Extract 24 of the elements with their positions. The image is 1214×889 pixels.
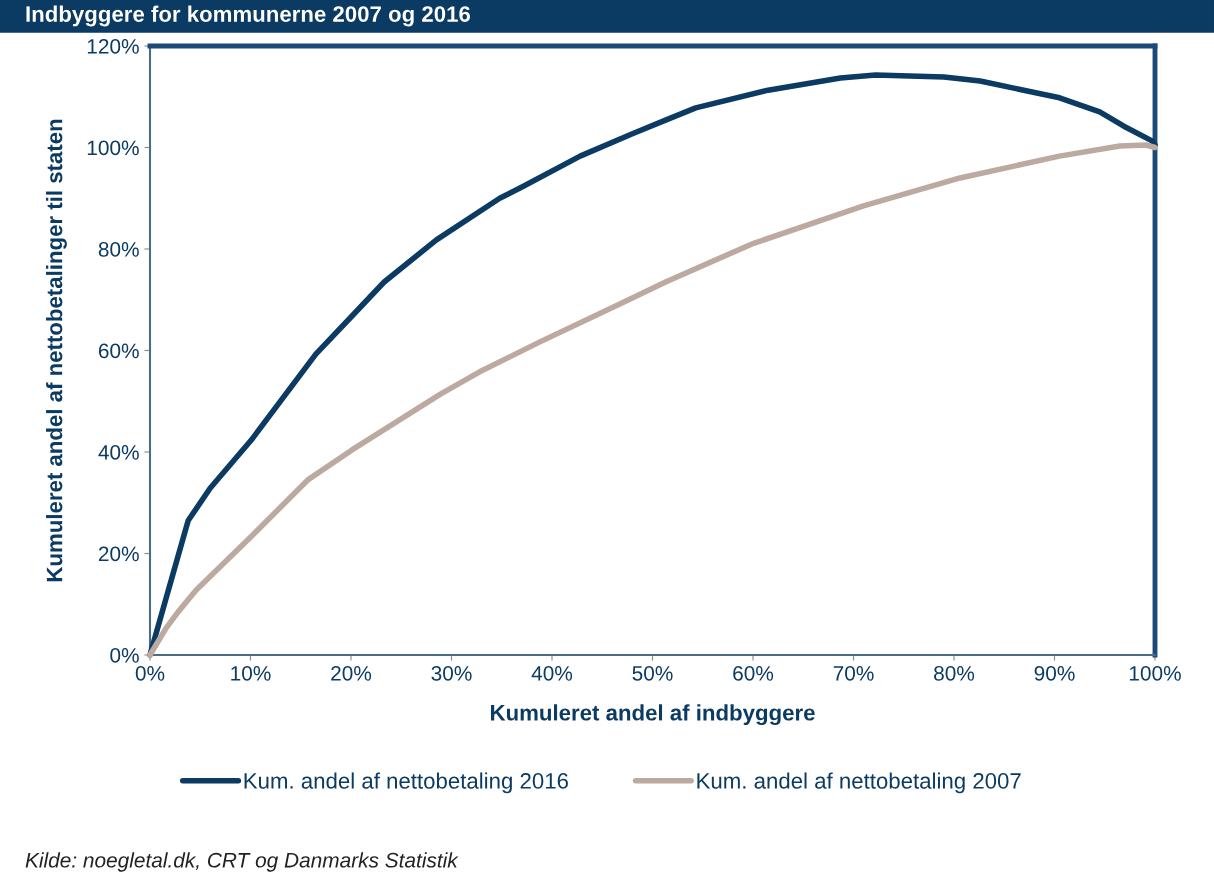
y-tick-label: 80% <box>98 242 139 257</box>
x-tick-label: 10% <box>231 665 271 681</box>
y-tick-label: 100% <box>87 140 139 156</box>
y-tick-label: 20% <box>98 546 139 562</box>
y-tick-label: 120% <box>87 39 139 54</box>
text: Kilde: noegletal.dk, CRT og Danmarks Statistik <box>25 852 459 872</box>
x-tick-label: 60% <box>733 665 774 681</box>
x-tick-label: 0% <box>135 665 165 681</box>
x-tick-label: 20% <box>331 665 372 681</box>
x-axis-title: Kumuleret andel af indbyggere <box>491 704 815 726</box>
y-tick-label: 60% <box>98 343 139 359</box>
x-tick-label: 70% <box>833 665 874 681</box>
legend-label: Kum. andel af nettobetaling 2016 <box>244 772 568 794</box>
x-tick-label: 100% <box>1129 665 1181 681</box>
y-tick-label: 40% <box>98 445 139 460</box>
x-tick-label: 80% <box>934 665 975 681</box>
y-tick-label: 0% <box>110 648 139 663</box>
legend-label: Kum. andel af nettobetaling 2007 <box>697 772 1021 794</box>
x-tick-label: 30% <box>431 665 472 681</box>
x-tick-label: 40% <box>531 665 573 681</box>
chart-title: Indbyggere for kommunerne 2007 og 2016 <box>26 5 471 27</box>
x-tick-label: 50% <box>632 665 673 681</box>
x-tick-label: 90% <box>1034 665 1075 681</box>
y-axis-title: Kumuleret andel af nettobetalinger til staten <box>46 119 67 582</box>
